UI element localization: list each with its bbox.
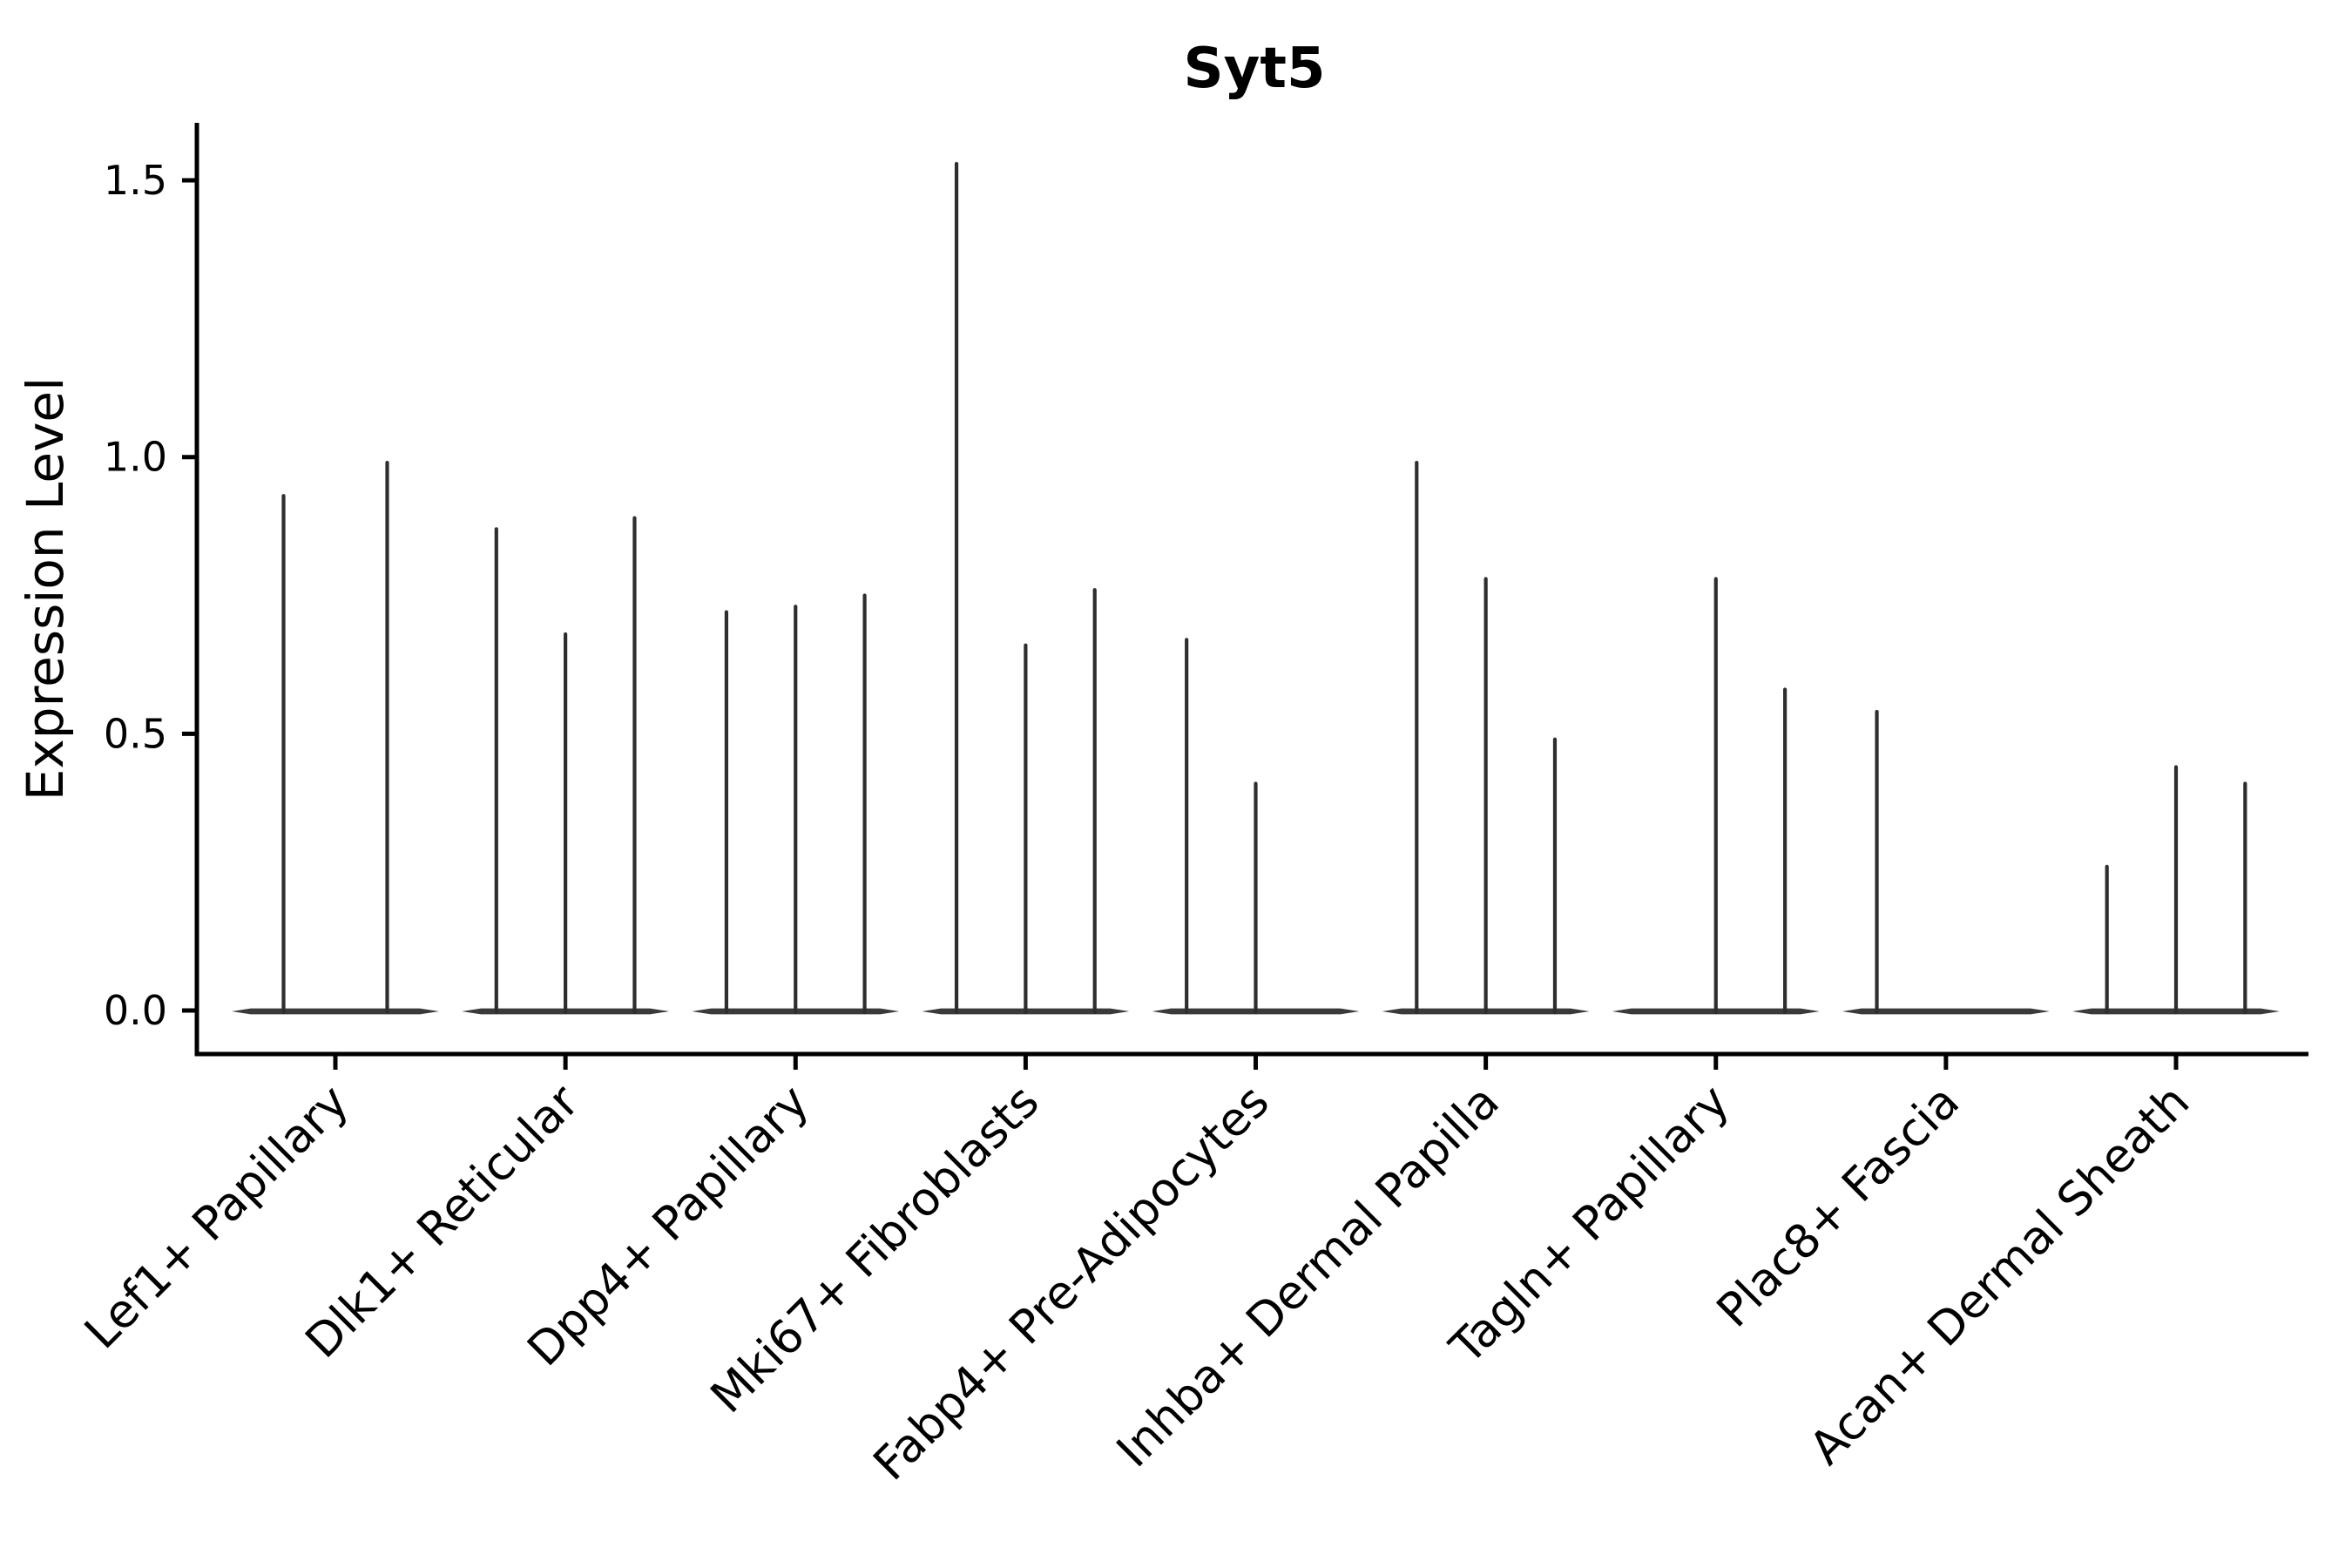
y-axis-label: Expression Level xyxy=(16,377,75,801)
y-tick-label: 0.5 xyxy=(104,710,167,757)
y-tick-label: 1.0 xyxy=(104,434,167,481)
x-category-label: Acan+ Dermal Sheath xyxy=(1800,1075,2200,1475)
violin-group xyxy=(1382,460,1590,1015)
plot-title: Syt5 xyxy=(1184,37,1326,101)
violin-group xyxy=(2072,765,2280,1015)
violin-group xyxy=(922,161,1130,1015)
x-category-label: Plac8+ Fascia xyxy=(1707,1075,1970,1337)
violin-baseline xyxy=(1842,1008,2050,1015)
violin-group xyxy=(1152,638,1360,1015)
violin-group xyxy=(692,593,900,1015)
violin-group xyxy=(462,516,670,1015)
y-tick-label: 0.0 xyxy=(104,987,167,1034)
violin-group xyxy=(232,460,439,1015)
violin-group xyxy=(1842,709,2050,1015)
y-axis-ticks: 0.0 0.5 1.0 1.5 xyxy=(104,157,197,1034)
x-category-label: Fabp4+ Pre-Adipocytes xyxy=(863,1075,1279,1490)
y-tick-label: 1.5 xyxy=(104,157,167,204)
violin-group xyxy=(1612,577,1820,1015)
violin-baseline xyxy=(232,1008,439,1015)
x-category-label: Inhba+ Dermal Papilla xyxy=(1107,1075,1510,1477)
violins xyxy=(232,161,2280,1015)
